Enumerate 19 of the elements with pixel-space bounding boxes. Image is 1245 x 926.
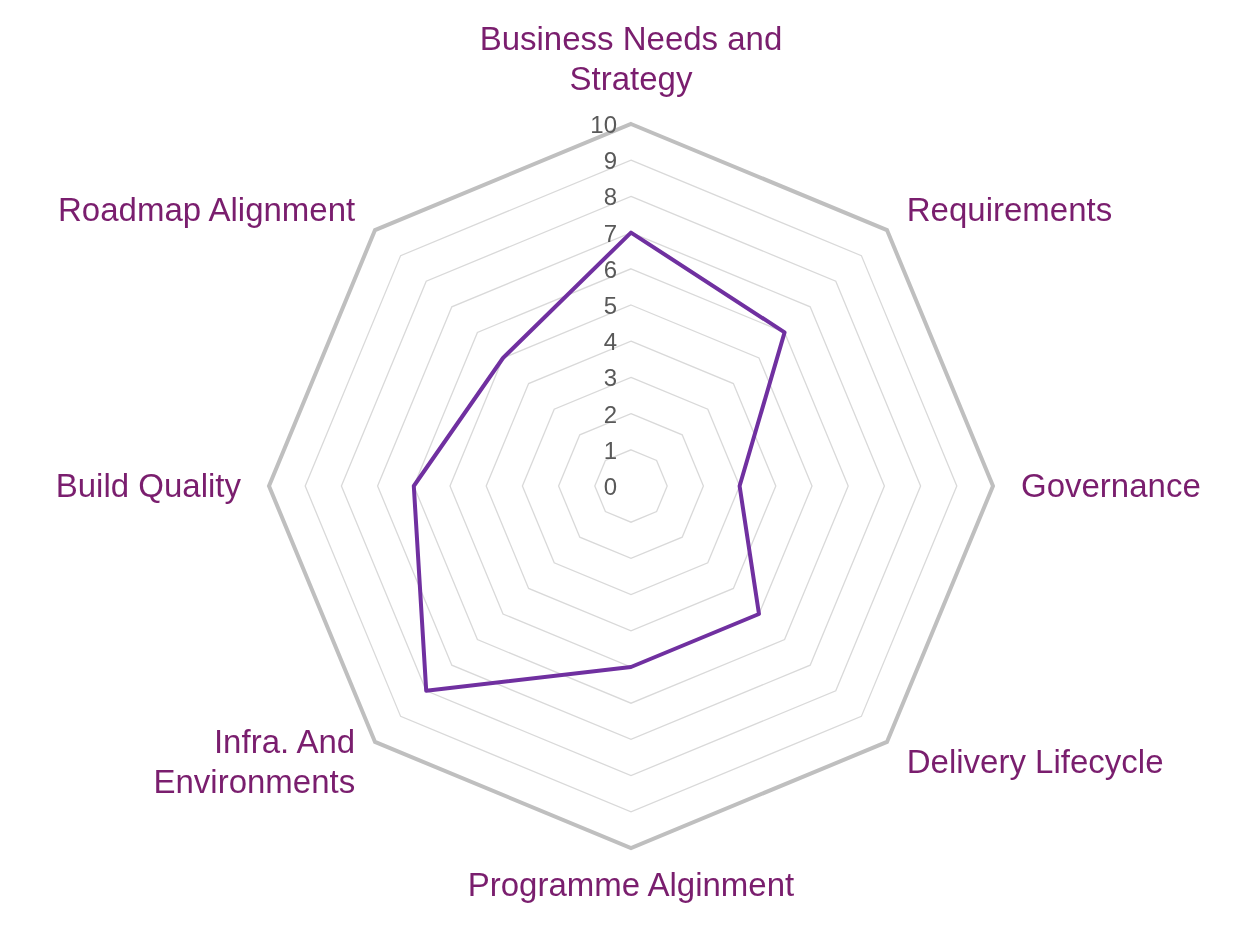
spoke-label: Roadmap Alignment (58, 191, 356, 229)
spoke-label: Infra. And Environments (153, 722, 356, 800)
y-tick-label: 9 (603, 147, 617, 175)
y-tick-label: 5 (603, 292, 617, 319)
spoke-label: Programme Alginment (467, 866, 795, 903)
y-tick-label: 7 (603, 219, 617, 247)
y-tick-label: 2 (603, 400, 617, 428)
y-tick-label: 6 (603, 255, 617, 283)
spoke-label: Business Needs and Strategy (479, 20, 783, 97)
y-tick-label: 8 (603, 183, 617, 211)
y-tick-label: 10 (590, 111, 617, 138)
y-tick-label: 3 (603, 364, 617, 392)
spoke-label: Requirements (906, 191, 1113, 229)
y-tick-label: 1 (603, 436, 617, 464)
y-tick-label: 4 (603, 328, 617, 356)
spoke-label: Governance (1021, 467, 1201, 504)
spoke-label: Build Quality (55, 467, 242, 504)
y-tick-label: 0 (603, 473, 617, 500)
spoke-label: Delivery Lifecycle (906, 742, 1164, 780)
